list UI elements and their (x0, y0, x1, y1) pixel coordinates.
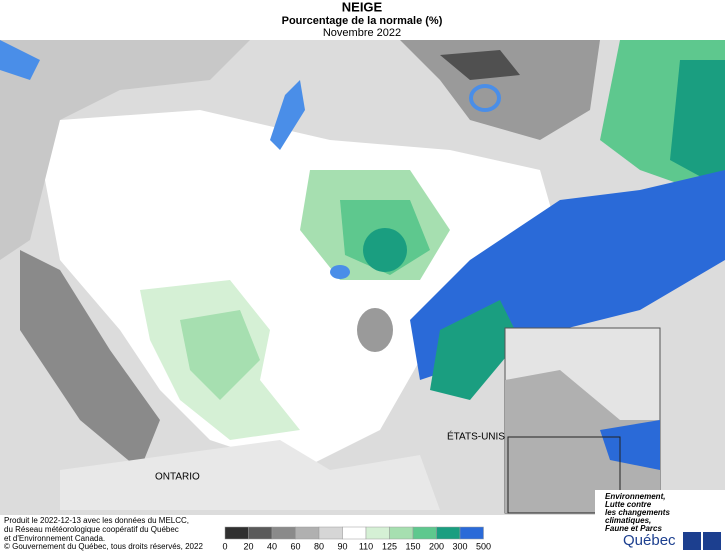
legend-swatch (224, 526, 249, 540)
ministry-line: les changements (605, 508, 670, 517)
place-label: ÉTATS-UNIS (447, 430, 505, 443)
legend-swatch (271, 526, 296, 540)
ministry-line: climatiques, (605, 516, 651, 525)
legend-label: 500 (476, 541, 491, 551)
legend-swatch (412, 526, 437, 540)
credit-line: du Réseau météorologique coopératif du Q… (4, 525, 179, 534)
ministry-line: Lutte contre (605, 500, 652, 509)
map: ONTARIO ÉTATS-UNIS (0, 40, 725, 552)
legend-swatch (248, 526, 273, 540)
date: Novembre 2022 (323, 27, 401, 39)
lake (270, 80, 305, 150)
land-grey (0, 40, 250, 260)
subtitle: Pourcentage de la normale (%) (282, 15, 443, 27)
ministry-line: Environnement, (605, 492, 665, 501)
legend-label: 20 (243, 541, 253, 551)
lake-2 (330, 265, 350, 279)
zone-grey (20, 250, 160, 470)
legend-label: 150 (405, 541, 420, 551)
legend: 0 20 40 60 80 90 110 125 150 200 300 500 (222, 526, 491, 551)
legend-label: 200 (429, 541, 444, 551)
legend-swatch (295, 526, 320, 540)
legend-label: 40 (267, 541, 277, 551)
land-darkest (440, 50, 520, 80)
place-label: ONTARIO (155, 472, 200, 483)
legend-label: 60 (290, 541, 300, 551)
legend-label: 110 (359, 541, 373, 551)
zone-teal-3 (430, 300, 520, 400)
inset-frame (507, 436, 621, 514)
legend-swatch (436, 526, 461, 540)
legend-label: 125 (382, 541, 397, 551)
zone-green-2 (180, 310, 260, 400)
inset-land (505, 370, 660, 513)
legend-swatch (365, 526, 390, 540)
reservoir (469, 84, 501, 112)
logo-name: Québec (623, 532, 676, 549)
zone-teal (670, 60, 725, 190)
credit-line: et d'Environnement Canada. (4, 534, 105, 543)
credit-line: Produit le 2022-12-13 avec les données d… (4, 516, 189, 525)
logo-flag (683, 532, 701, 550)
legend-label: 0 (222, 541, 227, 551)
zone-grey-2 (357, 308, 393, 352)
south (60, 440, 440, 510)
logo: Environnement, Lutte contre les changeme… (605, 492, 721, 550)
zone-teal-2 (363, 228, 407, 272)
title: NEIGE (342, 0, 383, 14)
credit-line: © Gouvernement du Québec, tous droits ré… (4, 542, 203, 551)
legend-swatch (318, 526, 343, 540)
legend-label: 80 (314, 541, 324, 551)
legend-swatch (459, 526, 484, 540)
legend-swatch (389, 526, 414, 540)
legend-label: 90 (337, 541, 347, 551)
credits: Produit le 2022-12-13 avec les données d… (4, 516, 203, 551)
legend-label: 300 (452, 541, 467, 551)
ministry-line: Faune et Parcs (605, 524, 662, 533)
land-dark (400, 40, 600, 140)
logo-flag (703, 532, 721, 550)
water (0, 40, 40, 80)
inset-gulf (600, 420, 660, 470)
legend-swatch (342, 526, 367, 540)
